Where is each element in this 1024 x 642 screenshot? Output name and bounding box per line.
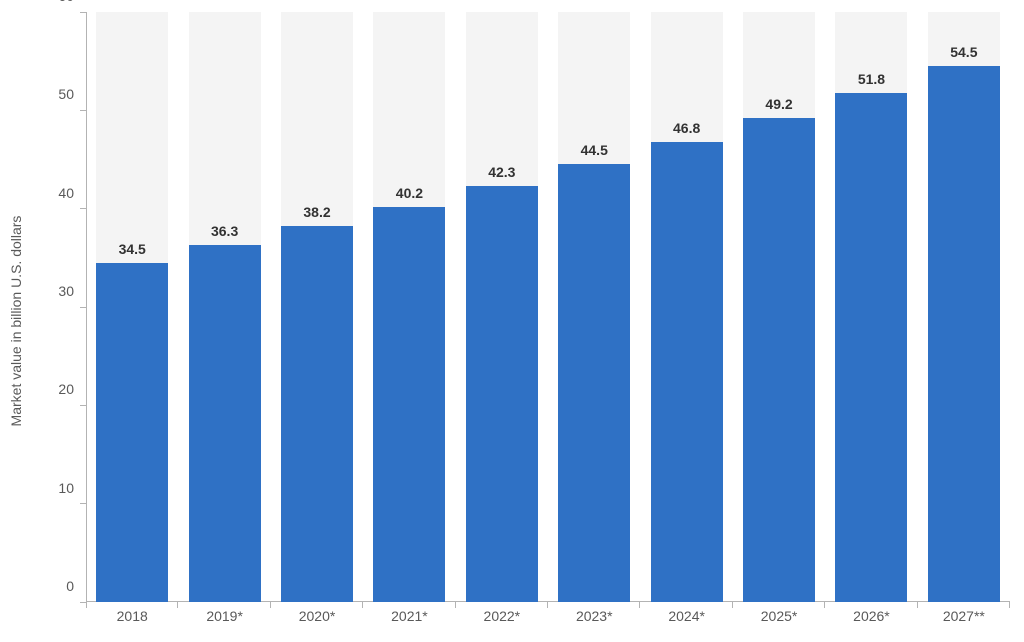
bar-value-label: 54.5 xyxy=(918,44,1010,60)
y-tick-label: 10 xyxy=(14,480,74,496)
bar-value-label: 38.2 xyxy=(271,204,363,220)
bar xyxy=(96,263,168,602)
bar-value-label: 44.5 xyxy=(548,142,640,158)
bars-container: 34.536.338.240.242.344.546.849.251.854.5 xyxy=(86,12,1010,602)
bar-value-label: 40.2 xyxy=(363,185,455,201)
x-tick-label: 2024* xyxy=(640,608,732,632)
bar-value-label: 46.8 xyxy=(640,120,732,136)
bar xyxy=(743,118,815,602)
plot-area: 34.536.338.240.242.344.546.849.251.854.5 xyxy=(86,12,1010,602)
x-tick-label: 2023* xyxy=(548,608,640,632)
y-tick-label: 40 xyxy=(14,185,74,201)
x-axis-tick-labels: 20182019*2020*2021*2022*2023*2024*2025*2… xyxy=(86,608,1010,632)
bar xyxy=(281,226,353,602)
bar xyxy=(928,66,1000,602)
bar-slot: 38.2 xyxy=(271,12,363,602)
bar-slot: 44.5 xyxy=(548,12,640,602)
x-tick-label: 2027** xyxy=(918,608,1010,632)
y-tick-label: 60 xyxy=(14,0,74,4)
bar-slot: 54.5 xyxy=(918,12,1010,602)
market-value-bar-chart: Market value in billion U.S. dollars 010… xyxy=(0,0,1024,642)
bar-value-label: 34.5 xyxy=(86,241,178,257)
bar-slot: 36.3 xyxy=(178,12,270,602)
bar-slot: 46.8 xyxy=(640,12,732,602)
bar-slot: 51.8 xyxy=(825,12,917,602)
bar xyxy=(466,186,538,602)
bar xyxy=(651,142,723,602)
y-tick-label: 0 xyxy=(14,578,74,594)
x-tick-label: 2021* xyxy=(363,608,455,632)
bar xyxy=(189,245,261,602)
bar xyxy=(558,164,630,602)
bar-slot: 40.2 xyxy=(363,12,455,602)
bar-slot: 49.2 xyxy=(733,12,825,602)
bar-value-label: 42.3 xyxy=(456,164,548,180)
bar-slot: 34.5 xyxy=(86,12,178,602)
y-axis-tick-labels: 0102030405060 xyxy=(0,12,86,602)
x-tick-label: 2025* xyxy=(733,608,825,632)
bar-value-label: 51.8 xyxy=(825,71,917,87)
y-tick-label: 20 xyxy=(14,381,74,397)
x-tick-label: 2020* xyxy=(271,608,363,632)
bar xyxy=(835,93,907,602)
x-tick-label: 2022* xyxy=(456,608,548,632)
y-tick-label: 50 xyxy=(14,86,74,102)
x-tick-label: 2019* xyxy=(178,608,270,632)
bar-value-label: 49.2 xyxy=(733,96,825,112)
bar-slot: 42.3 xyxy=(456,12,548,602)
bar-value-label: 36.3 xyxy=(178,223,270,239)
bar xyxy=(373,207,445,602)
x-tick-label: 2018 xyxy=(86,608,178,632)
x-tick-label: 2026* xyxy=(825,608,917,632)
y-tick-label: 30 xyxy=(14,283,74,299)
